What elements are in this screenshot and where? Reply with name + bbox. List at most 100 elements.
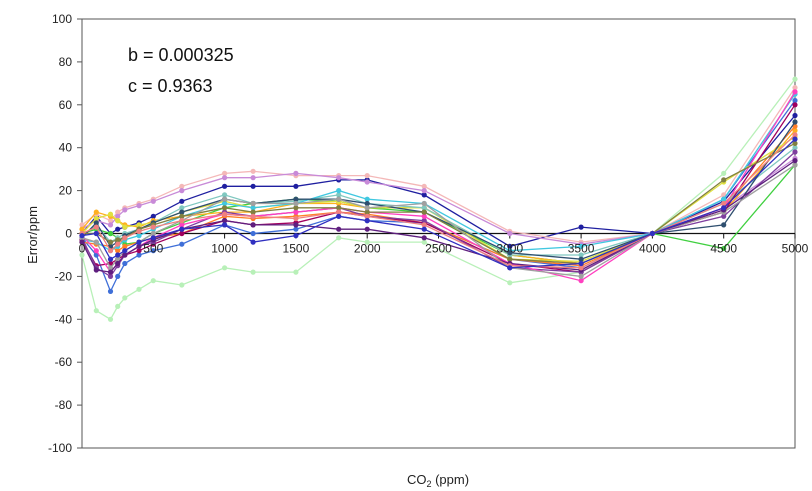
data-point <box>222 183 228 189</box>
data-point <box>293 226 299 232</box>
data-point <box>222 211 228 217</box>
data-point <box>115 218 121 224</box>
data-point <box>507 256 513 262</box>
data-point <box>721 196 727 202</box>
x-axis-title: CO2 (ppm) <box>407 472 469 489</box>
data-point <box>421 188 427 194</box>
data-point <box>107 218 114 224</box>
data-point <box>578 252 584 258</box>
data-point <box>421 222 427 228</box>
data-point <box>150 213 156 219</box>
data-point <box>792 149 798 155</box>
data-point <box>79 222 85 228</box>
data-point <box>250 168 256 174</box>
data-point <box>721 170 727 176</box>
y-axis-title: Error/ppm <box>25 206 40 264</box>
data-point <box>107 248 114 254</box>
data-point <box>136 203 142 209</box>
data-point <box>136 248 142 254</box>
y-tick-label: -100 <box>48 441 72 455</box>
data-point <box>421 226 427 232</box>
data-point <box>150 224 156 230</box>
data-point <box>792 102 798 108</box>
y-tick-label: 20 <box>59 184 73 198</box>
data-point <box>93 209 99 215</box>
data-point <box>792 76 798 82</box>
x-tick-label: 1000 <box>211 242 238 256</box>
data-point <box>136 286 142 292</box>
data-point <box>136 233 142 239</box>
data-point <box>293 269 299 275</box>
data-point <box>293 222 299 228</box>
data-point <box>293 215 299 222</box>
data-point <box>578 224 584 230</box>
data-point <box>421 183 427 189</box>
data-point <box>222 205 228 211</box>
data-point <box>79 226 85 232</box>
data-point <box>250 239 256 245</box>
data-point <box>721 245 727 252</box>
data-point <box>115 241 121 247</box>
data-point <box>421 192 427 198</box>
y-tick-label: 80 <box>59 55 73 69</box>
x-tick-label: 4000 <box>639 242 666 256</box>
data-point <box>136 239 142 245</box>
data-point <box>293 196 299 202</box>
data-point <box>421 218 427 224</box>
data-point <box>179 226 185 232</box>
y-tick-label: 0 <box>65 227 72 241</box>
data-point <box>792 140 798 146</box>
data-point <box>364 200 370 207</box>
data-point <box>364 226 370 232</box>
data-point <box>122 243 128 249</box>
x-tick-label: 4500 <box>710 242 737 256</box>
data-point <box>179 183 185 189</box>
y-tick-label: -40 <box>55 312 73 326</box>
data-point <box>578 273 584 279</box>
data-point <box>721 177 727 183</box>
data-point <box>364 205 370 211</box>
data-point <box>336 175 342 181</box>
data-point <box>179 282 185 288</box>
data-point <box>93 224 99 230</box>
series-5 <box>79 97 798 294</box>
x-axis-title-unit: (ppm) <box>431 472 469 487</box>
data-point <box>115 256 121 262</box>
data-point <box>93 215 99 222</box>
data-point <box>115 213 121 219</box>
data-point <box>136 243 142 249</box>
data-point <box>179 218 185 224</box>
data-point <box>115 226 121 232</box>
data-point <box>115 260 121 267</box>
series-19 <box>79 136 798 271</box>
data-point <box>336 196 342 202</box>
x-tick-label: 3500 <box>568 242 595 256</box>
data-point <box>107 230 114 237</box>
y-tick-label: -20 <box>55 269 73 283</box>
data-point <box>578 278 584 284</box>
data-point <box>179 198 185 204</box>
data-point <box>792 162 798 168</box>
data-point <box>792 89 798 95</box>
data-point <box>122 252 128 258</box>
data-point <box>293 200 299 207</box>
data-point <box>336 235 342 241</box>
data-point <box>364 173 370 179</box>
data-point <box>293 205 299 211</box>
series-layer <box>79 76 798 322</box>
data-point <box>222 175 228 181</box>
series-line <box>81 121 796 260</box>
data-point <box>293 183 299 189</box>
data-point <box>578 256 584 262</box>
data-point <box>336 192 342 198</box>
x-tick-label: 0 <box>79 242 86 256</box>
data-point <box>792 127 798 134</box>
data-point <box>792 136 798 142</box>
data-point <box>107 265 114 271</box>
data-point <box>250 222 256 228</box>
data-point <box>507 230 513 237</box>
annotation-b: b = 0.000325 <box>128 45 234 65</box>
data-point <box>336 209 342 215</box>
y-tick-label: -80 <box>55 398 73 412</box>
